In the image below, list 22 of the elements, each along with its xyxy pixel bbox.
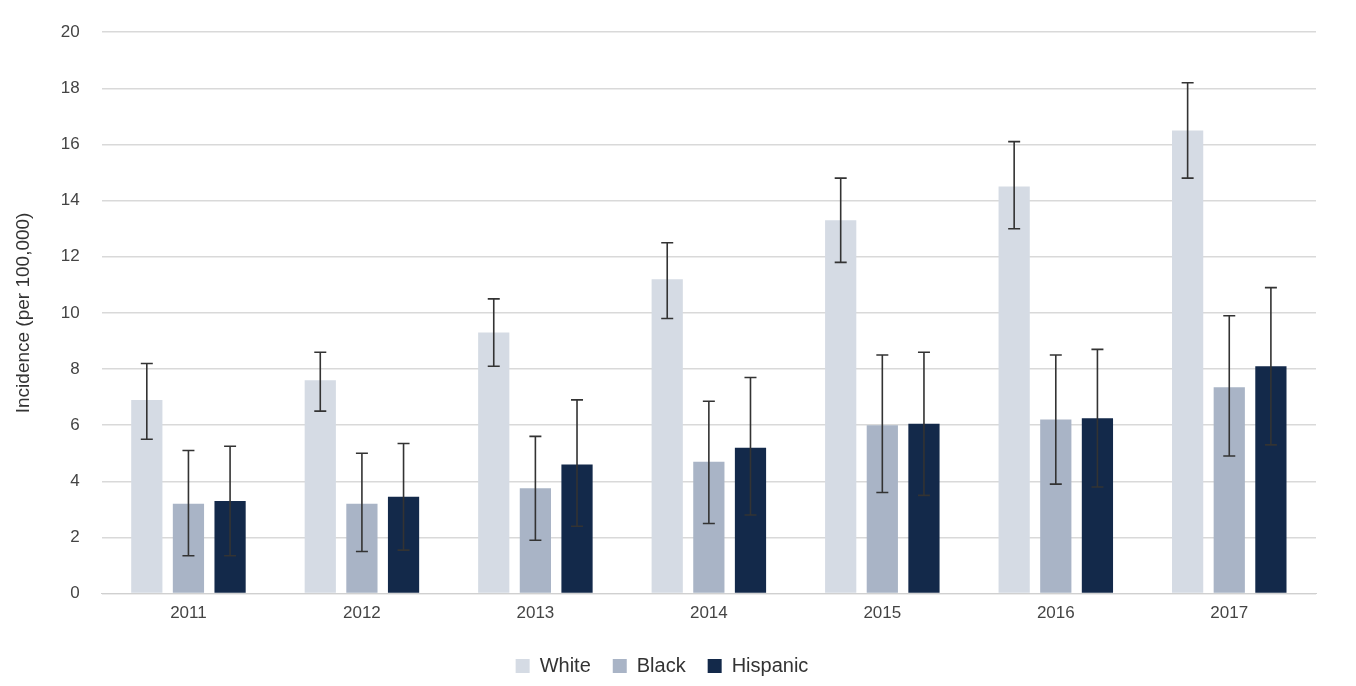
y-tick-label: 6	[70, 414, 80, 434]
y-tick-label: 2	[70, 527, 80, 547]
y-tick-label: 16	[60, 134, 80, 154]
x-tick-label: 2014	[689, 603, 728, 623]
y-axis-title: Incidence (per 100,000)	[11, 212, 33, 414]
y-tick-label: 4	[70, 471, 80, 491]
y-tick-label: 10	[60, 302, 80, 322]
x-tick-label: 2012	[343, 603, 381, 623]
legend-label: White	[539, 653, 591, 676]
y-tick-label: 12	[60, 246, 80, 266]
x-tick-label: 2011	[170, 603, 207, 623]
y-tick-label: 8	[70, 358, 80, 378]
legend-label: Hispanic	[731, 653, 809, 676]
legend-label: Black	[636, 653, 687, 676]
x-tick-label: 2017	[1210, 603, 1249, 623]
y-tick-label: 18	[60, 78, 80, 98]
x-tick-label: 2016	[1036, 603, 1075, 623]
x-tick-label: 2015	[863, 603, 902, 623]
x-tick-label: 2013	[516, 603, 555, 623]
y-tick-label: 14	[60, 190, 80, 210]
y-tick-label: 0	[70, 583, 80, 603]
y-tick-label: 20	[60, 21, 80, 41]
